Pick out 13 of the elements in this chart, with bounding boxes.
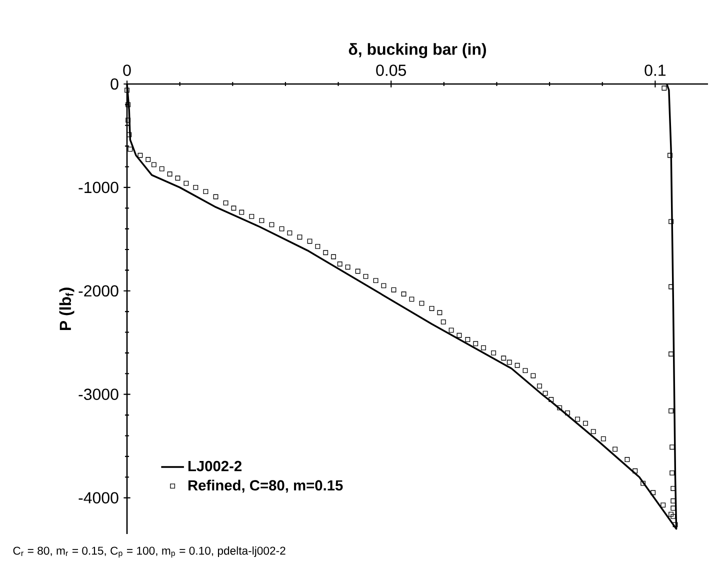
x-tick-label: 0.1 xyxy=(644,64,666,76)
y-tick-label: -1000 xyxy=(78,182,118,194)
x-tick-label: 0 xyxy=(123,64,131,76)
y-axis-title: P (lb$_{f}$) xyxy=(59,288,74,330)
x-axis-title: δ, bucking bar (in) xyxy=(348,43,486,58)
text: C$_{r}$ = 80, m$_{r}$ = 0.15, C$_{p}$ = 100, m$_{p}$ = 0.10, pdelta-lj002-2 xyxy=(13,546,286,558)
legend-label: LJ002-2 xyxy=(188,460,242,472)
legend-label: Refined, C=80, m=0.15 xyxy=(188,480,343,493)
x-tick-label: 0.05 xyxy=(376,64,406,76)
y-tick-label: -4000 xyxy=(78,492,118,504)
y-tick-label: -3000 xyxy=(78,388,118,400)
y-tick-label: -2000 xyxy=(78,285,118,297)
y-tick-label: 0 xyxy=(110,78,118,90)
